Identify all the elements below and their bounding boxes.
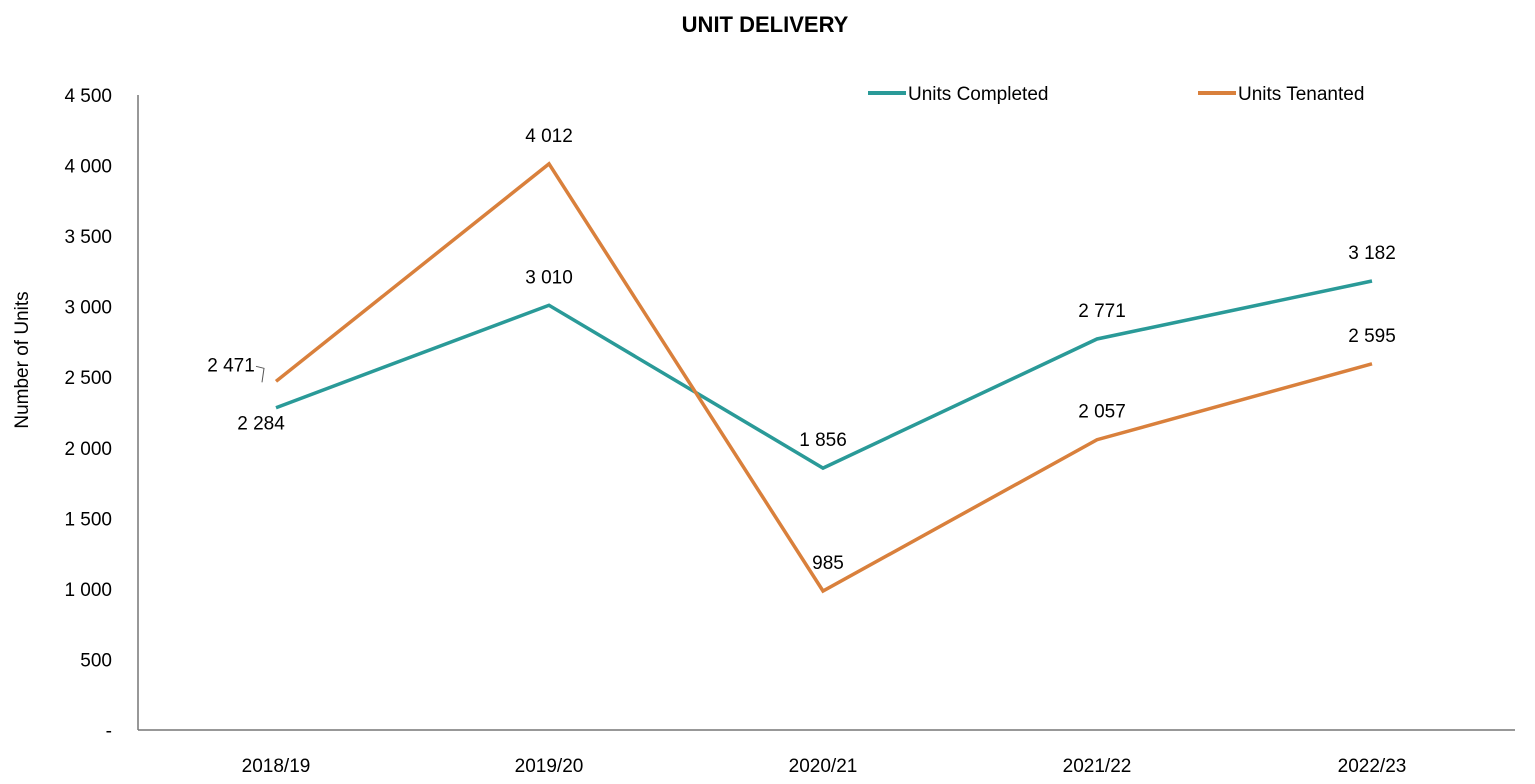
- x-tick-label: 2018/19: [242, 756, 311, 777]
- data-label: 3 182: [1348, 243, 1396, 264]
- series-lines: [274, 161, 1373, 594]
- data-label: 2 595: [1348, 326, 1396, 347]
- y-tick-label: 2 500: [64, 368, 112, 389]
- data-label: 2 771: [1078, 301, 1126, 322]
- x-tick-label: 2019/20: [515, 756, 584, 777]
- y-tick-labels: - 500 1 000 1 500 2 000 2 500 3 000 3 500 4 000 4…: [64, 86, 112, 742]
- legend-label: Units Tenanted: [1238, 84, 1364, 105]
- y-tick-label: 3 500: [64, 227, 112, 248]
- data-label: 2 057: [1078, 402, 1126, 423]
- x-tick-label: 2021/22: [1063, 756, 1132, 777]
- data-label: 985: [812, 553, 844, 574]
- data-label: 2 471: [207, 355, 255, 376]
- data-label: 2 284: [237, 414, 285, 435]
- y-tick-label: 2 000: [64, 439, 112, 460]
- y-tick-label: -: [106, 721, 112, 742]
- x-tick-label: 2020/21: [789, 756, 858, 777]
- data-label: 3 010: [525, 267, 573, 288]
- y-tick-label: 4 500: [64, 86, 112, 107]
- data-label-leader-line: [255, 365, 265, 383]
- x-tick-label: 2022/23: [1338, 756, 1407, 777]
- legend: Units Completed Units Tenanted: [868, 84, 1364, 105]
- legend-label: Units Completed: [908, 84, 1048, 105]
- y-tick-label: 4 000: [64, 157, 112, 178]
- x-tick-labels: 2018/19 2019/20 2020/21 2021/22 2022/23: [242, 756, 1407, 777]
- y-tick-label: 3 000: [64, 298, 112, 319]
- chart-title: UNIT DELIVERY: [682, 12, 849, 37]
- data-label: 4 012: [525, 126, 573, 147]
- y-tick-label: 1 000: [64, 580, 112, 601]
- y-axis-label: Number of Units: [12, 291, 33, 428]
- series-line-units-completed: [275, 279, 1373, 471]
- y-tick-label: 500: [80, 650, 112, 671]
- y-tick-label: 1 500: [64, 509, 112, 530]
- series-line-units-tenanted: [274, 161, 1373, 594]
- data-label: 1 856: [799, 430, 847, 451]
- data-labels: 2 284 3 010 1 856 2 771 3 182 2 471 4 012 985 2 …: [207, 126, 1396, 574]
